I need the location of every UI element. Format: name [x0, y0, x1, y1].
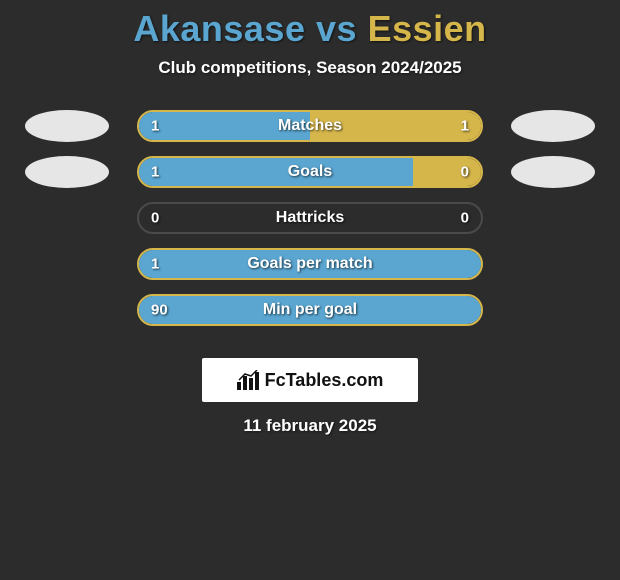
stat-label: Matches [278, 117, 342, 135]
team-badge-left [25, 110, 109, 142]
stat-right-value: 0 [461, 164, 469, 181]
team-badge-right [511, 110, 595, 142]
stat-label: Min per goal [263, 301, 357, 319]
logo-text: FcTables.com [265, 370, 384, 391]
stat-left-value: 1 [151, 118, 159, 135]
stat-right-value: 1 [461, 118, 469, 135]
stat-left-value: 0 [151, 210, 159, 227]
stat-label: Goals [288, 163, 332, 181]
subtitle: Club competitions, Season 2024/2025 [0, 58, 620, 78]
chart-bars-icon [237, 370, 259, 390]
title-vs: vs [316, 8, 357, 49]
stat-bar: 1 0 Goals [137, 156, 483, 188]
stat-label: Hattricks [276, 209, 344, 227]
stat-left-value: 1 [151, 256, 159, 273]
stat-row: 1 1 Matches [0, 110, 620, 142]
generated-date: 11 february 2025 [0, 416, 620, 436]
stat-bar: 1 1 Matches [137, 110, 483, 142]
team-badge-right [511, 202, 595, 234]
stat-right-value: 0 [461, 210, 469, 227]
team-badge-right [511, 248, 595, 280]
stat-bar: 90 Min per goal [137, 294, 483, 326]
page-title: Akansase vs Essien [0, 8, 620, 50]
team-badge-left [25, 248, 109, 280]
stat-bar: 0 0 Hattricks [137, 202, 483, 234]
stat-left-value: 90 [151, 302, 168, 319]
team-badge-right [511, 294, 595, 326]
fctables-logo[interactable]: FcTables.com [202, 358, 418, 402]
stat-bar-right-fill [413, 158, 481, 186]
team-badge-right [511, 156, 595, 188]
team-badge-left [25, 294, 109, 326]
stat-row: 1 0 Goals [0, 156, 620, 188]
stat-row: 1 Goals per match [0, 248, 620, 280]
comparison-card: Akansase vs Essien Club competitions, Se… [0, 0, 620, 436]
team-badge-left [25, 156, 109, 188]
stat-row: 0 0 Hattricks [0, 202, 620, 234]
stat-bar-left-fill [139, 158, 413, 186]
stat-left-value: 1 [151, 164, 159, 181]
stat-row: 90 Min per goal [0, 294, 620, 326]
stat-label: Goals per match [247, 255, 372, 273]
stat-bar: 1 Goals per match [137, 248, 483, 280]
title-left: Akansase [133, 8, 305, 49]
title-right: Essien [368, 8, 487, 49]
team-badge-left [25, 202, 109, 234]
